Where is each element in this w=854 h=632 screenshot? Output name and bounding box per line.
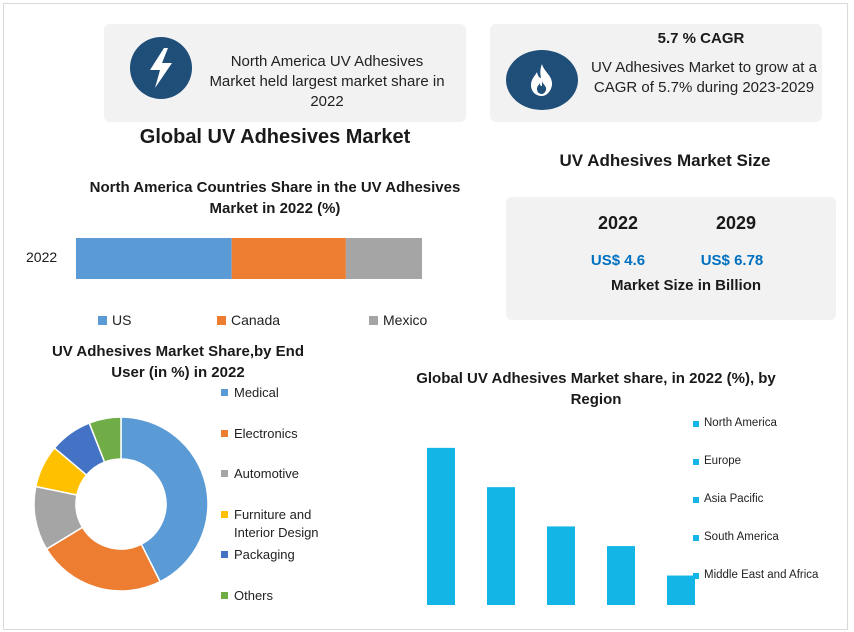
region-bar-south-america bbox=[607, 546, 635, 605]
legend-mexico: Mexico bbox=[369, 312, 427, 328]
donut-legend-furniture-swatch bbox=[221, 511, 228, 518]
region-bar-middle-east-and-africa bbox=[667, 575, 695, 605]
donut-legend-packaging-label: Packaging bbox=[234, 547, 295, 562]
stacked-bar-segment-canada bbox=[231, 238, 346, 279]
donut-legend-furniture: Furniture and Interior Design bbox=[221, 506, 334, 542]
region-chart-title: Global UV Adhesives Market share, in 202… bbox=[416, 370, 776, 408]
donut-legend-electronics-label: Electronics bbox=[234, 426, 298, 441]
region-bar-chart bbox=[427, 447, 695, 605]
region-bar-europe bbox=[487, 487, 515, 605]
north-america-chart-title: North America Countries Share in the UV … bbox=[89, 179, 461, 217]
region-legend-asia-pacific-label: Asia Pacific bbox=[704, 493, 764, 505]
donut-legend-automotive-swatch bbox=[221, 470, 228, 477]
legend-us-label: US bbox=[112, 312, 132, 328]
region-legend-north-america-label: North America bbox=[704, 417, 777, 429]
flame-icon bbox=[506, 50, 578, 110]
infographic-frame bbox=[3, 3, 848, 630]
legend-canada-label: Canada bbox=[231, 312, 281, 328]
region-legend-north-america-swatch bbox=[693, 421, 699, 427]
callout-right-text: UV Adhesives Market to grow at a CAGR of… bbox=[591, 59, 817, 96]
region-legend-south-america-swatch bbox=[693, 535, 699, 541]
donut-legend-automotive: Automotive bbox=[221, 465, 300, 483]
legend-canada: Canada bbox=[217, 312, 280, 328]
stacked-bar-segment-mexico bbox=[345, 238, 422, 279]
donut-legend-medical-swatch bbox=[221, 389, 228, 396]
legend-canada-swatch bbox=[217, 315, 226, 325]
lightning-icon bbox=[130, 37, 192, 99]
donut-legend-automotive-label: Automotive bbox=[234, 466, 300, 481]
region-bar-asia-pacific bbox=[547, 526, 575, 605]
region-legend-middle-east-africa-swatch bbox=[693, 573, 699, 579]
donut-legend-medical: Medical bbox=[221, 384, 279, 402]
stacked-bar-category-label: 2022 bbox=[26, 249, 58, 265]
legend-us: US bbox=[98, 312, 131, 328]
donut-legend-electronics-swatch bbox=[221, 430, 228, 437]
stacked-bar-segment-us bbox=[76, 238, 232, 279]
donut-slice-others bbox=[88, 416, 122, 464]
region-legend-south-america-label: South America bbox=[704, 531, 779, 543]
region-legend-middle-east-africa-label: Middle East and Africa bbox=[704, 569, 819, 581]
callout-card-right: 5.7 % CAGR UV Adhesives Market to grow a… bbox=[490, 24, 822, 122]
end-user-chart-title: UV Adhesives Market Share,by End User (i… bbox=[51, 343, 305, 381]
region-legend-middle-east-africa: Middle East and Africa bbox=[693, 569, 819, 581]
end-user-donut-chart bbox=[33, 416, 209, 592]
market-size-card: 2022 2029 US$ 4.6 US$ 6.78 Market Size i… bbox=[506, 197, 836, 320]
donut-legend-others-swatch bbox=[221, 592, 228, 599]
market-value-2029: US$ 6.78 bbox=[700, 252, 764, 269]
callout-left-text: North America UV Adhesives Market held l… bbox=[209, 53, 445, 110]
market-value-2022: US$ 4.6 bbox=[590, 252, 646, 269]
region-legend-north-america: North America bbox=[693, 417, 777, 429]
market-size-title: UV Adhesives Market Size bbox=[559, 151, 771, 170]
donut-legend-packaging: Packaging bbox=[221, 546, 295, 564]
market-size-caption: Market Size in Billion bbox=[610, 277, 762, 294]
stacked-bar-chart bbox=[76, 238, 422, 279]
region-legend-europe-label: Europe bbox=[704, 455, 742, 467]
callout-card-left: North America UV Adhesives Market held l… bbox=[104, 24, 466, 122]
donut-legend-electronics: Electronics bbox=[221, 425, 298, 443]
donut-legend-others-label: Others bbox=[234, 588, 274, 603]
legend-us-swatch bbox=[98, 315, 107, 325]
region-legend-south-america: South America bbox=[693, 531, 779, 543]
donut-slice-medical bbox=[120, 416, 209, 583]
donut-legend-medical-label: Medical bbox=[234, 385, 279, 400]
donut-legend-furniture-label: Furniture and Interior Design bbox=[234, 507, 319, 540]
cagr-title: 5.7 % CAGR bbox=[657, 30, 745, 47]
donut-legend-packaging-swatch bbox=[221, 551, 228, 558]
market-year-2022: 2022 bbox=[597, 213, 639, 233]
market-year-2029: 2029 bbox=[715, 213, 757, 233]
region-bar-north-america bbox=[427, 447, 455, 605]
region-legend-europe-swatch bbox=[693, 459, 699, 465]
legend-mexico-swatch bbox=[369, 315, 378, 325]
legend-mexico-label: Mexico bbox=[383, 312, 428, 328]
page-title: Global UV Adhesives Market bbox=[139, 126, 411, 148]
region-legend-asia-pacific-swatch bbox=[693, 497, 699, 503]
region-legend-europe: Europe bbox=[693, 455, 742, 467]
donut-legend-others: Others bbox=[221, 587, 274, 605]
region-legend-asia-pacific: Asia Pacific bbox=[693, 493, 764, 505]
